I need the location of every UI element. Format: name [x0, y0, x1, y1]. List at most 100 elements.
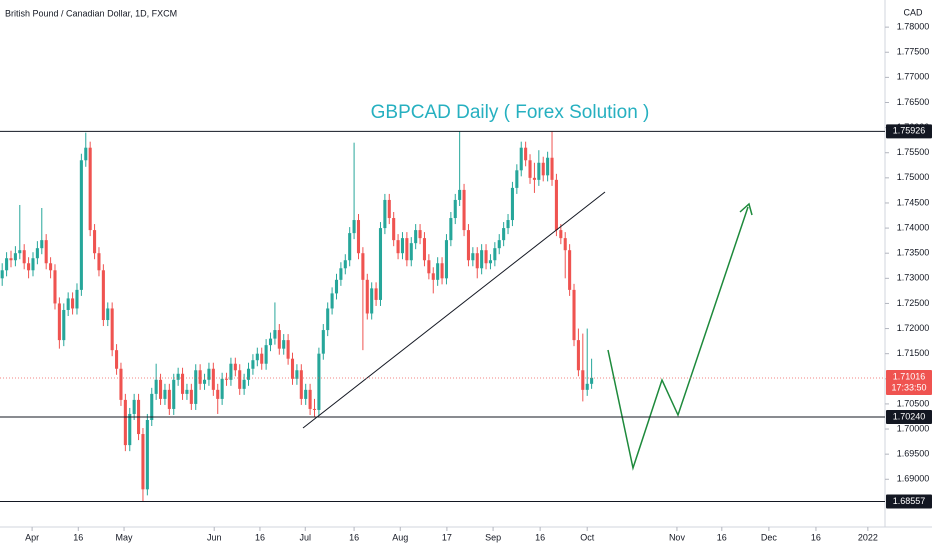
candle-body	[414, 230, 418, 244]
y-tick-label: 1.72500	[897, 298, 930, 308]
candle-body	[132, 399, 136, 414]
candle-body	[418, 230, 422, 239]
y-tick-label: 1.73500	[897, 248, 930, 258]
candle-body	[519, 147, 523, 171]
candle-body	[572, 289, 576, 341]
chart-title: GBPCAD Daily ( Forex Solution )	[371, 102, 650, 123]
candle-body	[506, 220, 510, 229]
y-tick-label: 1.77000	[897, 72, 930, 82]
candle-body	[211, 368, 215, 390]
candle-body	[581, 370, 585, 390]
candle-body	[202, 379, 207, 384]
y-tick-label: 1.73000	[897, 273, 930, 283]
y-tick-label: 1.72000	[897, 323, 930, 333]
last-price-box	[886, 369, 932, 395]
x-tick-label: Apr	[25, 532, 39, 542]
candle-body	[176, 373, 180, 380]
level-label-box	[886, 494, 932, 509]
candle-body	[436, 263, 440, 280]
candle-body	[559, 230, 563, 239]
x-tick-label: 2022	[858, 532, 878, 542]
last-price-label: 1.71016	[893, 371, 926, 381]
candle-body	[167, 389, 171, 409]
candle-body	[515, 170, 519, 188]
candle-body	[444, 240, 448, 279]
candle-body	[339, 268, 343, 280]
candle-body	[71, 298, 75, 309]
candle-body	[392, 218, 396, 241]
candle-body	[462, 189, 466, 231]
candle-body	[299, 370, 303, 399]
candle-body	[537, 162, 541, 180]
x-tick-label: 16	[255, 532, 265, 542]
currency-label: CAD	[903, 7, 923, 17]
candle-body	[27, 263, 31, 271]
candle-body	[330, 293, 334, 309]
candle-body	[374, 288, 378, 300]
y-tick-label: 1.71500	[897, 348, 930, 358]
candle-body	[352, 220, 356, 234]
trend-line	[302, 191, 606, 429]
candle-body	[246, 368, 251, 380]
candle-body	[550, 157, 554, 180]
candle-body	[185, 389, 189, 394]
projection-arrowhead	[739, 202, 753, 216]
candle-body	[576, 340, 580, 371]
candle-body	[62, 309, 66, 341]
candle-body	[475, 253, 479, 269]
candle-body	[154, 379, 158, 394]
y-tick-label: 1.74000	[897, 222, 930, 232]
candle-body	[233, 363, 237, 371]
candle-body	[260, 353, 264, 364]
x-tick-label: Nov	[669, 532, 686, 542]
candle-body	[75, 289, 79, 309]
y-tick-label: 1.77500	[897, 47, 930, 57]
x-tick-label: Jun	[207, 532, 222, 542]
candle-body	[304, 389, 308, 399]
candle-body	[181, 373, 185, 394]
x-tick-label: 16	[349, 532, 359, 542]
candle-body	[484, 250, 488, 264]
candle-body	[40, 240, 44, 249]
candle-body	[115, 350, 119, 369]
candle-body	[488, 260, 492, 264]
candle-body	[524, 147, 528, 161]
candle-body	[510, 187, 514, 221]
x-tick-label: 16	[717, 532, 727, 542]
candle-body	[290, 358, 295, 379]
candle-body	[145, 419, 149, 490]
candle-body	[449, 218, 453, 241]
candle-body	[163, 389, 167, 399]
candle-body	[431, 273, 435, 280]
candle-body	[387, 199, 391, 219]
candle-body	[22, 250, 26, 264]
candle-body	[295, 370, 299, 379]
candle-body	[409, 243, 413, 261]
candle-body	[493, 248, 497, 261]
candle-body	[273, 330, 277, 339]
candle-body	[194, 370, 198, 404]
countdown-label: 17:33:50	[891, 382, 926, 392]
candle-body	[31, 258, 35, 271]
candle-body	[541, 162, 545, 176]
candle-body	[326, 308, 330, 331]
candle-body	[400, 238, 405, 254]
candle-body	[128, 413, 132, 446]
x-tick-label: 17	[442, 532, 452, 542]
x-tick-label: 16	[811, 532, 821, 542]
candle-body	[563, 238, 567, 251]
candle-body	[286, 340, 290, 359]
candle-body	[110, 308, 114, 351]
candle-body	[554, 179, 558, 231]
candle-body	[106, 308, 110, 321]
level-label: 1.68557	[893, 496, 926, 506]
candle-body	[238, 370, 242, 389]
y-tick-label: 1.69500	[897, 449, 930, 459]
candle-body	[422, 238, 427, 261]
candle-body	[198, 370, 202, 384]
y-tick-label: 1.69000	[897, 474, 930, 484]
x-tick-label: Jul	[300, 532, 312, 542]
candle-body	[480, 250, 484, 269]
x-tick-label: Oct	[580, 532, 595, 542]
candle-body	[348, 233, 352, 261]
